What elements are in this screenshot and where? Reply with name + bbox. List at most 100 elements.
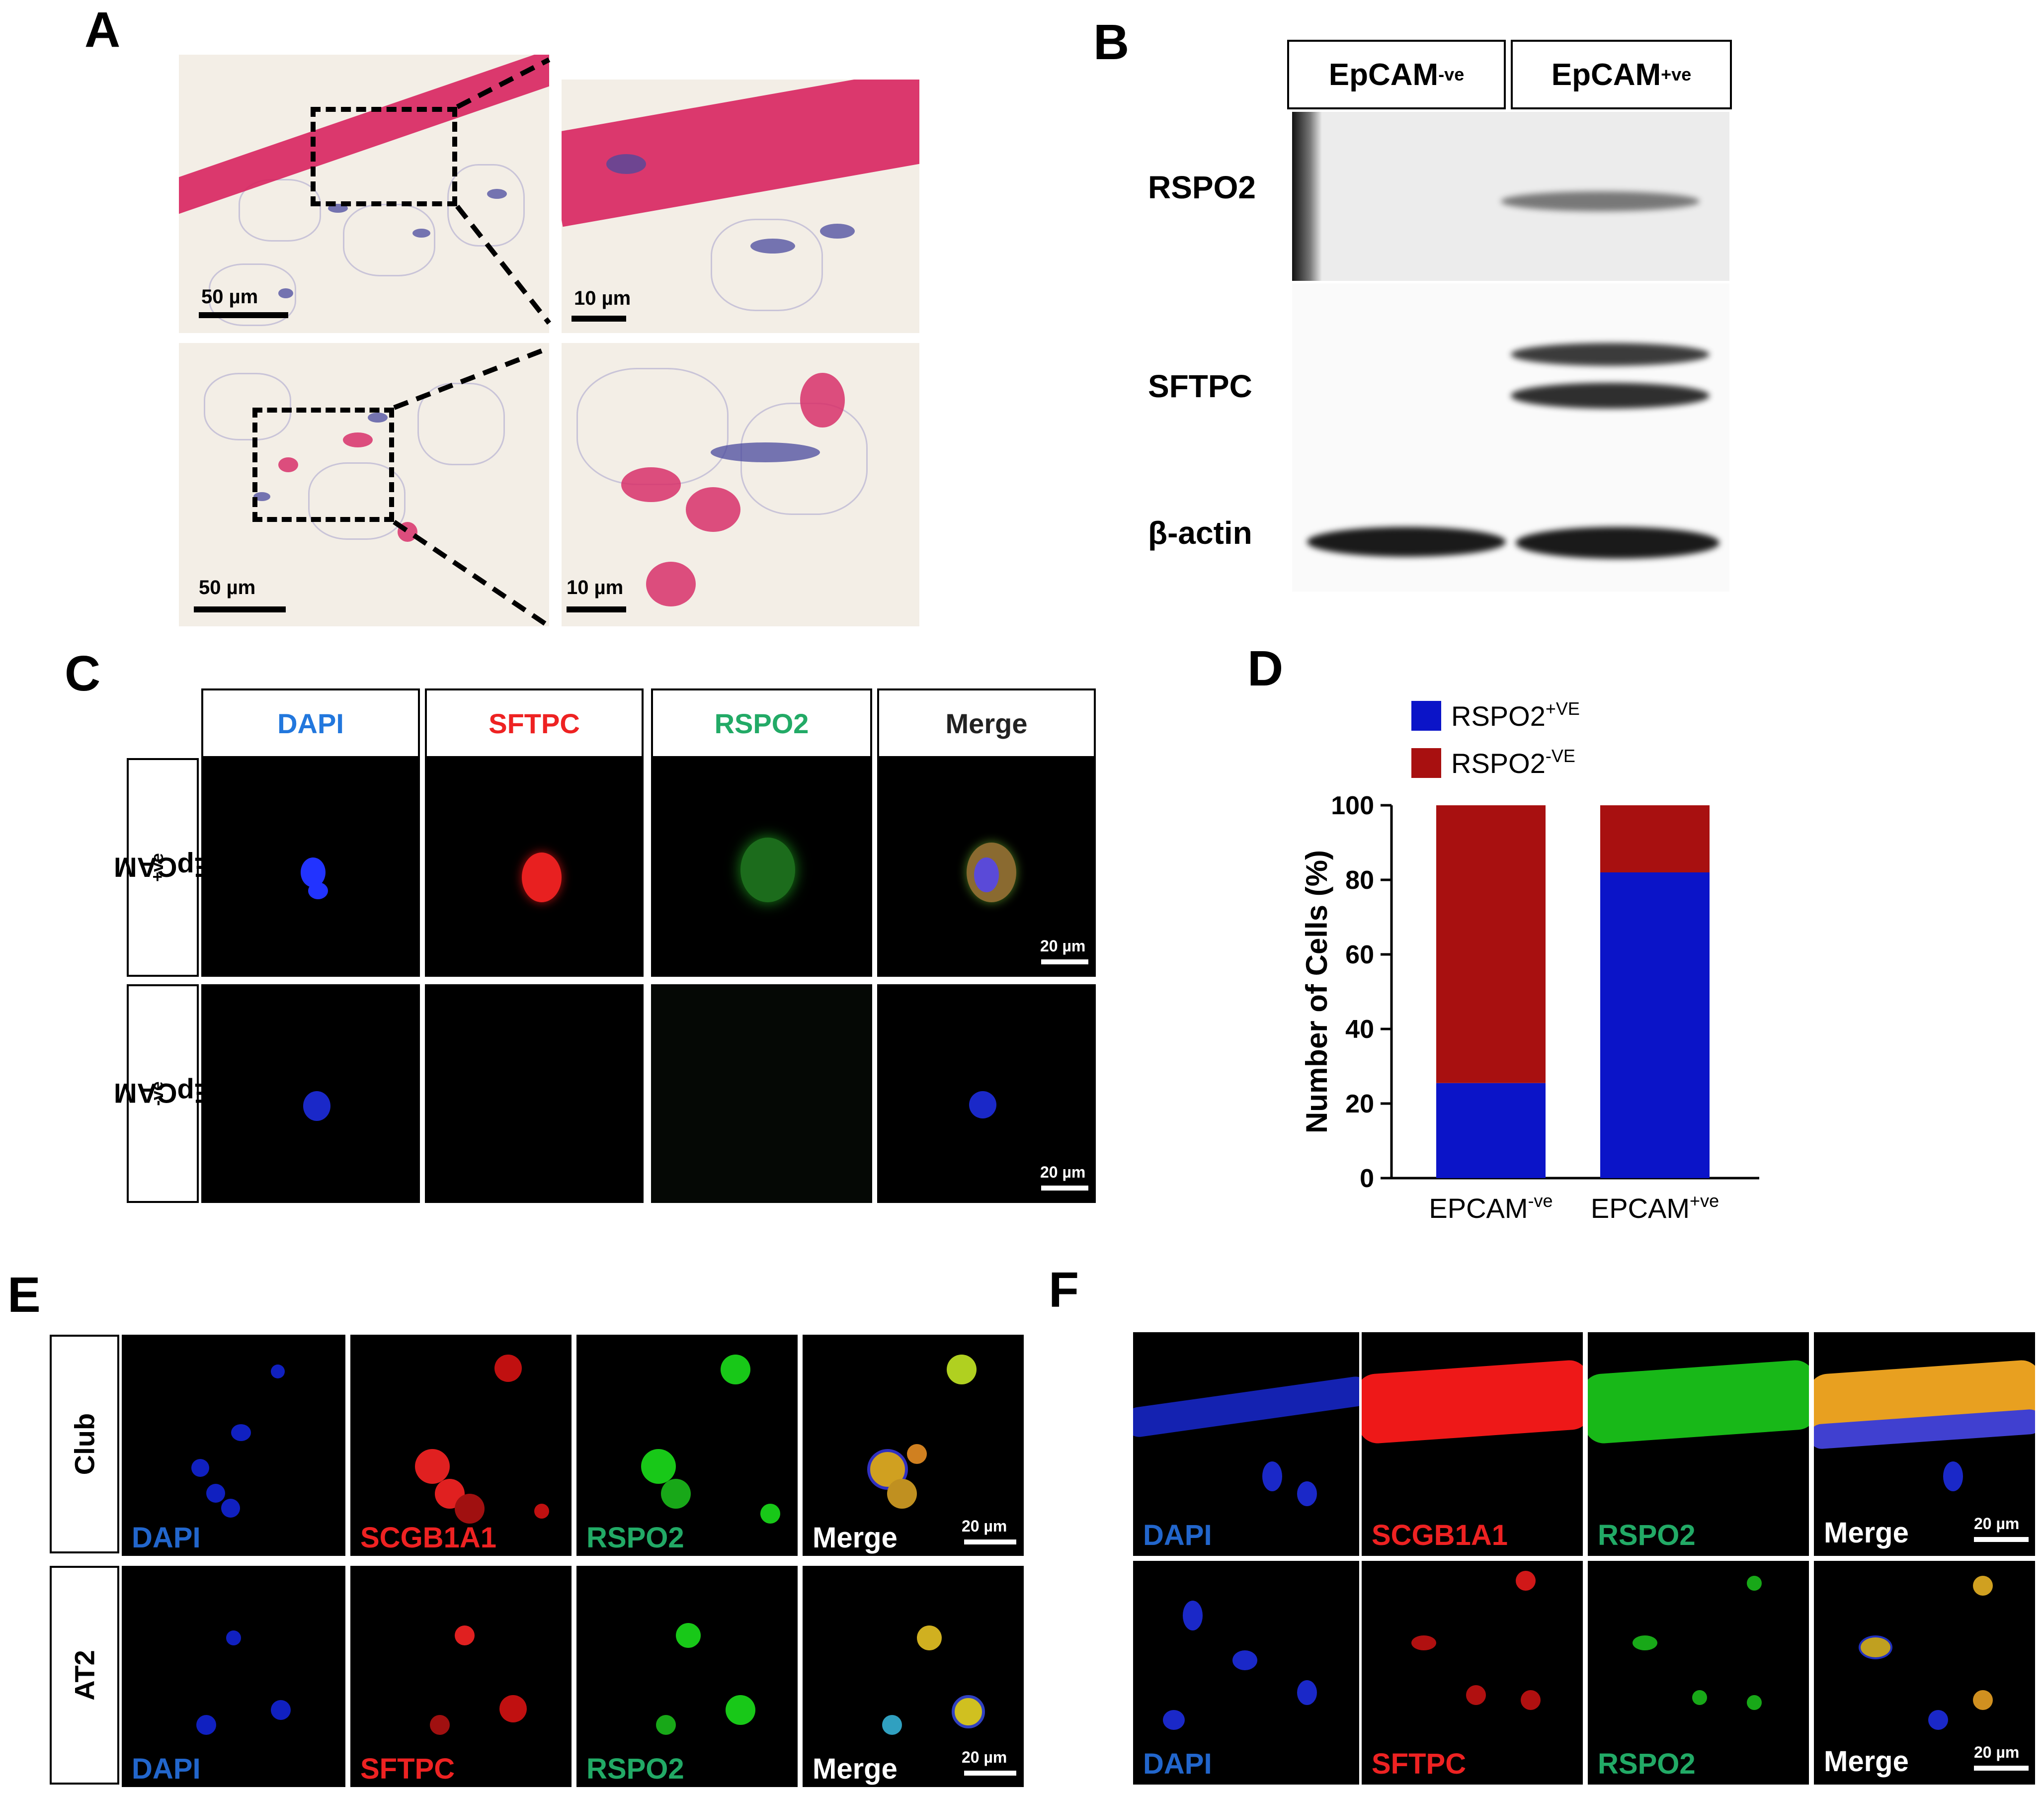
micro-e-r1-dapi: DAPI [122,1335,345,1556]
zoom-box-bottom [252,408,394,522]
micro-c-r1-merge: 20 µm [877,758,1096,977]
micro-c-r1-dapi [201,758,420,977]
micro-e-r2-merge: Merge 20 µm [803,1566,1024,1787]
y-axis-label: Number of Cells (%) [1300,850,1333,1133]
micro-e-r2-dapi: DAPI [122,1566,345,1787]
band-actin-neg [1307,527,1506,557]
header-c-sftpc: SFTPC [425,688,644,758]
micro-e-r1-merge: Merge 20 µm [803,1335,1024,1556]
scale-bar-c2 [1041,1186,1088,1191]
header-c-dapi: DAPI [201,688,420,758]
label-f-r1-merge: Merge [1824,1517,1909,1549]
bar-segment [1600,872,1710,1178]
blot-label-rspo2: RSPO2 [1148,170,1256,205]
bar-segment [1600,805,1710,872]
micro-c-r2-sftpc [425,984,644,1203]
scale-label-e1: 20 µm [962,1517,1007,1535]
panel-letter-e: E [7,1267,41,1323]
x-tick-label: EPCAM-ve [1429,1191,1553,1224]
scale-bar-f1 [1974,1537,2029,1542]
panel-letter-a: A [84,2,121,58]
scale-bar-a3 [194,606,286,612]
label-f-r1-rspo2: RSPO2 [1598,1519,1696,1551]
label-e-r2-dapi: DAPI [132,1753,201,1785]
label-f-r2-rspo2: RSPO2 [1598,1748,1696,1780]
panel-letter-b: B [1093,14,1130,70]
histology-image-bottom-left [179,343,549,626]
micro-f-r2-dapi: DAPI [1133,1561,1359,1785]
band-sftpc-lower [1511,383,1710,409]
lane-label-epcam-pos: EpCAM +ve [1511,40,1732,109]
scale-label-c2: 20 µm [1040,1163,1086,1181]
histology-image-top-left [179,55,549,333]
row-label-e-at2: AT2 [50,1566,119,1785]
scale-bar-e2 [964,1771,1016,1776]
micro-c-r1-rspo2 [651,758,872,977]
scale-label-c1: 20 µm [1040,937,1086,955]
blot-label-sftpc: SFTPC [1148,368,1252,404]
micro-e-r2-rspo2: RSPO2 [576,1566,798,1787]
zoom-box-top [311,107,457,206]
row-label-e-club: Club [50,1335,119,1553]
histology-image-bottom-right [562,343,919,626]
micro-c-r2-dapi [201,984,420,1203]
band-rspo2-pos [1501,191,1700,211]
bar-segment [1436,805,1546,1083]
row-label-c-epcam-pos: EpCAM +ve [113,758,212,977]
label-e-r1-merge: Merge [813,1522,898,1554]
blot-strip-sftpc-actin [1292,283,1729,592]
bar-segment [1436,1083,1546,1178]
y-tick-label: 0 [1360,1164,1374,1193]
legend-label: RSPO2-VE [1451,746,1575,779]
label-e-r1-rspo2: RSPO2 [586,1522,684,1554]
micro-f-r2-sftpc: SFTPC [1362,1561,1583,1785]
legend-label: RSPO2+VE [1451,698,1580,732]
label-e-r1-dapi: DAPI [132,1522,201,1554]
scale-label-a1: 50 µm [201,286,258,308]
row-label-c-epcam-neg: EpCAM -ve [113,984,212,1203]
scale-bar-a2 [572,316,626,322]
label-f-r1-scgb1a1: SCGB1A1 [1372,1519,1508,1551]
scale-bar-e1 [964,1539,1016,1544]
label-e-r2-rspo2: RSPO2 [586,1753,684,1785]
scale-bar-f2 [1974,1766,2029,1771]
header-c-merge: Merge [877,688,1096,758]
label-e-r2-sftpc: SFTPC [360,1753,455,1785]
label-f-r2-dapi: DAPI [1143,1748,1212,1780]
panel-letter-c: C [65,646,101,701]
y-tick-label: 20 [1345,1090,1374,1118]
micro-c-r2-merge: 20 µm [877,984,1096,1203]
panel-letter-f: F [1049,1262,1079,1318]
zoom-connector-lines [393,57,551,629]
legend-swatch [1411,748,1441,778]
legend-swatch [1411,701,1441,731]
label-f-r1-dapi: DAPI [1143,1519,1212,1551]
scale-label-a2: 10 µm [574,287,631,309]
micro-f-r1-scgb1a1: SCGB1A1 [1362,1332,1583,1556]
x-tick-label: EPCAM+ve [1591,1191,1719,1224]
panel-letter-d: D [1247,641,1284,696]
micro-f-r2-rspo2: RSPO2 [1588,1561,1809,1785]
scale-bar-c1 [1041,959,1088,964]
label-e-r1-scgb1a1: SCGB1A1 [360,1522,496,1554]
scale-label-f2: 20 µm [1974,1743,2020,1761]
stacked-bar-chart: RSPO2+VE RSPO2-VE 0 20 40 60 80 100 Number of Ce… [1300,698,1759,1224]
y-tick-label: 80 [1345,866,1374,895]
blot-strip-rspo2 [1292,112,1729,281]
band-sftpc-upper [1511,343,1710,366]
y-tick-label: 40 [1345,1015,1374,1044]
micro-c-r1-sftpc [425,758,644,977]
micro-e-r1-scgb1a1: SCGB1A1 [350,1335,572,1556]
scale-bar-a1 [199,312,288,318]
micro-e-r1-rspo2: RSPO2 [576,1335,798,1556]
header-c-rspo2: RSPO2 [651,688,872,758]
scale-bar-a4 [567,606,626,612]
micro-c-r2-rspo2 [651,984,872,1203]
band-actin-pos [1516,527,1719,559]
scale-label-f1: 20 µm [1974,1515,2020,1533]
scale-label-a3: 50 µm [199,577,256,598]
scale-label-e2: 20 µm [962,1748,1007,1766]
blot-label-beta-actin: β-actin [1148,515,1252,551]
label-f-r2-sftpc: SFTPC [1372,1748,1467,1780]
lane-label-epcam-neg: EpCAM -ve [1287,40,1506,109]
